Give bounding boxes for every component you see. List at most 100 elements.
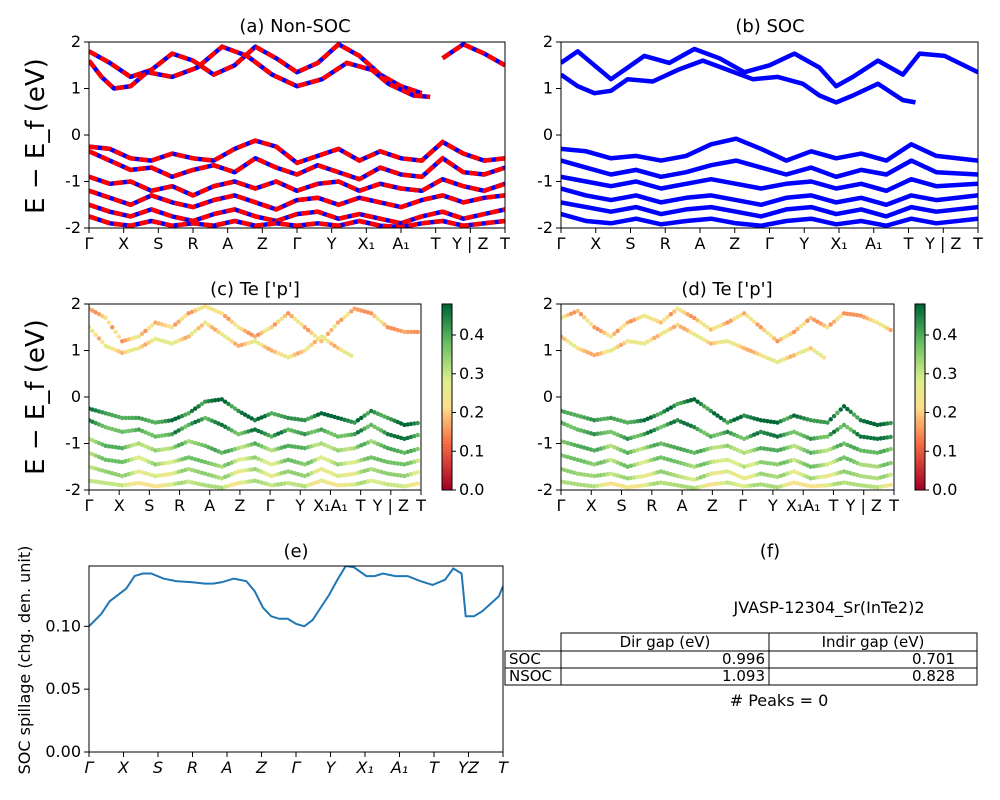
band-point-d: [835, 458, 840, 463]
band-point-c: [236, 480, 241, 486]
band-point-d: [818, 419, 823, 424]
band-point-c: [100, 456, 105, 461]
band-point-d: [578, 414, 584, 419]
band-point-d: [622, 340, 627, 346]
band-point-d: [778, 461, 783, 466]
x-tick-label-a: R: [187, 234, 198, 253]
band-point-d: [871, 464, 877, 469]
band-point-c: [252, 441, 258, 446]
band-point-d: [622, 463, 627, 468]
band-point-c: [412, 482, 417, 487]
band-point-c: [286, 355, 291, 360]
band-point-d: [798, 460, 803, 465]
band-point-d: [635, 433, 640, 439]
band-point-d: [811, 450, 817, 455]
x-tick-label-d: Γ: [738, 496, 747, 515]
band-point-d: [672, 445, 677, 450]
x-tick-label-a: X₁: [358, 234, 375, 253]
band-point-c: [149, 419, 155, 424]
x-tick-label-a: A₁: [392, 234, 409, 253]
band-point-d: [675, 418, 680, 423]
band-point-c: [362, 479, 367, 485]
band-point-d: [608, 415, 614, 421]
band-point-d: [831, 413, 837, 419]
band-point-c: [246, 429, 251, 434]
band-point-c: [322, 468, 327, 473]
band-point-d: [878, 436, 883, 441]
x-tick-label-b: Y | Z: [924, 234, 961, 253]
band-point-d: [888, 446, 893, 452]
band-point-c: [169, 471, 175, 476]
band-point-c: [398, 435, 404, 441]
band-point-c: [163, 446, 168, 452]
band-point-c: [359, 428, 364, 433]
band-point-c: [173, 416, 178, 422]
band-point-d: [848, 471, 853, 476]
band-point-d: [861, 418, 867, 424]
band-point-d: [755, 446, 760, 452]
band-point-c: [332, 446, 337, 452]
x-tick-label-a: S: [153, 234, 163, 253]
band-point-d: [565, 410, 570, 416]
band-point-d: [768, 447, 773, 452]
band-point-c: [392, 482, 397, 488]
x-tick-label-d: Γ: [557, 496, 566, 515]
panel-e: (e) 0.000.050.10Γ X S R A Z Γ Y X₁ A₁ T YZ T: [45, 541, 509, 777]
colorbar-swatch: [915, 353, 925, 358]
band-point-d: [568, 311, 574, 316]
band-point-d: [821, 448, 827, 454]
band-point-c: [259, 469, 264, 475]
band-point-c: [295, 319, 301, 324]
band-point-d: [791, 352, 797, 358]
band-point-d: [841, 441, 847, 446]
band-point-c: [159, 447, 165, 452]
colorbar-swatch: [442, 424, 452, 429]
colorbar-swatch: [915, 362, 925, 367]
band-point-c: [408, 421, 414, 427]
band-point-d: [775, 448, 780, 453]
band-point-c: [262, 445, 268, 450]
band-point-d: [662, 480, 667, 486]
band-point-d: [645, 416, 650, 422]
band-point-c: [229, 428, 234, 433]
band-point-c: [329, 459, 334, 464]
band-point-d: [565, 339, 570, 344]
band-point-c: [96, 479, 102, 485]
band-point-d: [865, 463, 870, 468]
band-point-d: [868, 435, 873, 441]
band-point-c: [179, 316, 185, 322]
band-line-b: [561, 174, 978, 194]
band-point-c: [103, 443, 108, 449]
band-point-d: [565, 468, 570, 474]
band-point-c: [382, 481, 387, 486]
band-point-d: [801, 321, 807, 326]
band-point-c: [96, 336, 102, 341]
colorbar-swatch: [915, 304, 925, 308]
band-point-d: [858, 448, 863, 453]
band-point-d: [602, 350, 607, 355]
band-point-c: [153, 336, 158, 342]
band-point-d: [838, 425, 843, 430]
band-point-d: [851, 482, 857, 487]
band-point-d: [758, 445, 763, 451]
band-point-d: [662, 470, 667, 475]
colorbar-swatch: [915, 452, 925, 457]
band-line-dash-a: [441, 42, 505, 68]
band-point-d: [568, 424, 574, 429]
band-point-d: [875, 422, 880, 428]
band-point-c: [193, 308, 198, 313]
x-tick-label-b: A₁: [865, 234, 882, 253]
band-point-c: [385, 325, 390, 330]
band-point-c: [385, 459, 390, 465]
band-point-d: [851, 471, 857, 477]
band-point-d: [818, 463, 823, 468]
band-point-c: [369, 408, 374, 414]
band-point-c: [312, 429, 317, 434]
band-point-c: [259, 342, 264, 348]
colorbar-swatch: [915, 307, 925, 311]
band-point-d: [662, 423, 667, 429]
band-point-c: [269, 448, 274, 453]
panel-a-title: (a) Non-SOC: [239, 16, 350, 37]
band-point-d: [808, 436, 813, 442]
band-point-d: [761, 460, 767, 465]
